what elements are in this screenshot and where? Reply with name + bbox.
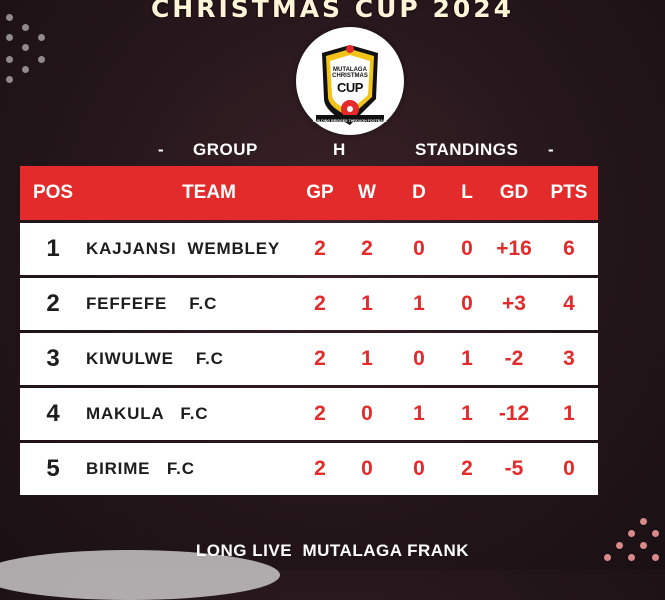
col-header-gd: GD (499, 182, 529, 203)
cell-w: 0 (361, 402, 373, 425)
cell-pos: 3 (46, 345, 60, 372)
cell-pts: 0 (563, 457, 575, 480)
col-header-d: D (412, 182, 426, 203)
standings-label: STANDINGS (415, 140, 519, 159)
cell-pts: 6 (563, 237, 575, 260)
cell-w: 2 (361, 237, 373, 260)
cell-gd: +3 (502, 292, 526, 315)
cell-team: BIRIME F.C (86, 459, 195, 478)
cell-gp: 2 (314, 237, 326, 260)
table-row: 5 BIRIME F.C 2 0 0 2 -5 0 (20, 443, 598, 495)
cell-pts: 3 (563, 347, 575, 370)
subheader-dash-left: - (158, 140, 165, 159)
cell-team: FEFFEFE F.C (86, 294, 218, 313)
cell-pts: 4 (563, 292, 575, 315)
cell-gp: 2 (314, 402, 326, 425)
col-header-gp: GP (306, 182, 334, 203)
cell-gd: -5 (504, 457, 524, 480)
table-row: 3 KIWULWE F.C 2 1 0 1 -2 3 (20, 333, 598, 385)
cell-w: 0 (361, 457, 373, 480)
cell-l: 0 (461, 292, 473, 315)
cell-d: 0 (413, 347, 425, 370)
cell-team: MAKULA F.C (86, 404, 209, 423)
cell-l: 1 (461, 347, 473, 370)
logo-line-2: CHRISTMAS (332, 73, 368, 79)
group-label: GROUP (193, 140, 258, 159)
cell-gd: +16 (496, 237, 532, 260)
cell-gp: 2 (314, 347, 326, 370)
shield-icon (316, 45, 384, 125)
cell-pos: 2 (46, 290, 60, 317)
subheader-dash-right: - (548, 140, 555, 159)
cell-w: 1 (361, 347, 373, 370)
col-header-pos: POS (32, 182, 74, 203)
col-header-team: TEAM (182, 182, 236, 203)
group-letter: H (333, 140, 346, 159)
standings-table: POS TEAM GP W D L GD PTS 1 KAJJANSI WEMB… (20, 166, 598, 495)
table-row: 2 FEFFEFE F.C 2 1 1 0 +3 4 (20, 278, 598, 330)
logo-line-3: CUP (337, 80, 363, 95)
cell-gp: 2 (314, 292, 326, 315)
cell-team: KIWULWE F.C (86, 349, 224, 368)
cell-d: 1 (413, 402, 425, 425)
logo-line-1: MUTALAGA (333, 67, 367, 73)
tournament-logo: MUTALAGA CHRISTMAS CUP BUILDING BRIDGES … (296, 27, 404, 135)
cell-pos: 4 (46, 400, 60, 427)
cell-gp: 2 (314, 457, 326, 480)
table-header: POS TEAM GP W D L GD PTS (20, 166, 598, 220)
cell-team: KAJJANSI WEMBLEY (86, 239, 281, 258)
col-header-pts: PTS (550, 182, 588, 203)
page-title: CHRISTMAS CUP 2024 (150, 0, 515, 23)
table-row: 4 MAKULA F.C 2 0 1 1 -12 1 (20, 388, 598, 440)
cell-l: 1 (461, 402, 473, 425)
col-header-l: L (461, 182, 473, 203)
cell-gd: -12 (498, 402, 530, 425)
cell-d: 0 (413, 457, 425, 480)
col-header-w: W (358, 182, 376, 203)
cell-d: 1 (413, 292, 425, 315)
logo-ribbon: BUILDING BRIDGES THROUGH FOOTBALL (312, 119, 388, 123)
cell-l: 0 (461, 237, 473, 260)
table-row: 1 KAJJANSI WEMBLEY 2 2 0 0 +16 6 (20, 223, 598, 275)
cell-pos: 1 (46, 235, 60, 262)
cell-pts: 1 (563, 402, 575, 425)
cell-pos: 5 (46, 455, 60, 482)
cell-gd: -2 (504, 347, 524, 370)
footer-text: LONG LIVE MUTALAGA FRANK (195, 541, 470, 560)
cell-w: 1 (361, 292, 373, 315)
cell-l: 2 (461, 457, 473, 480)
cell-d: 0 (413, 237, 425, 260)
